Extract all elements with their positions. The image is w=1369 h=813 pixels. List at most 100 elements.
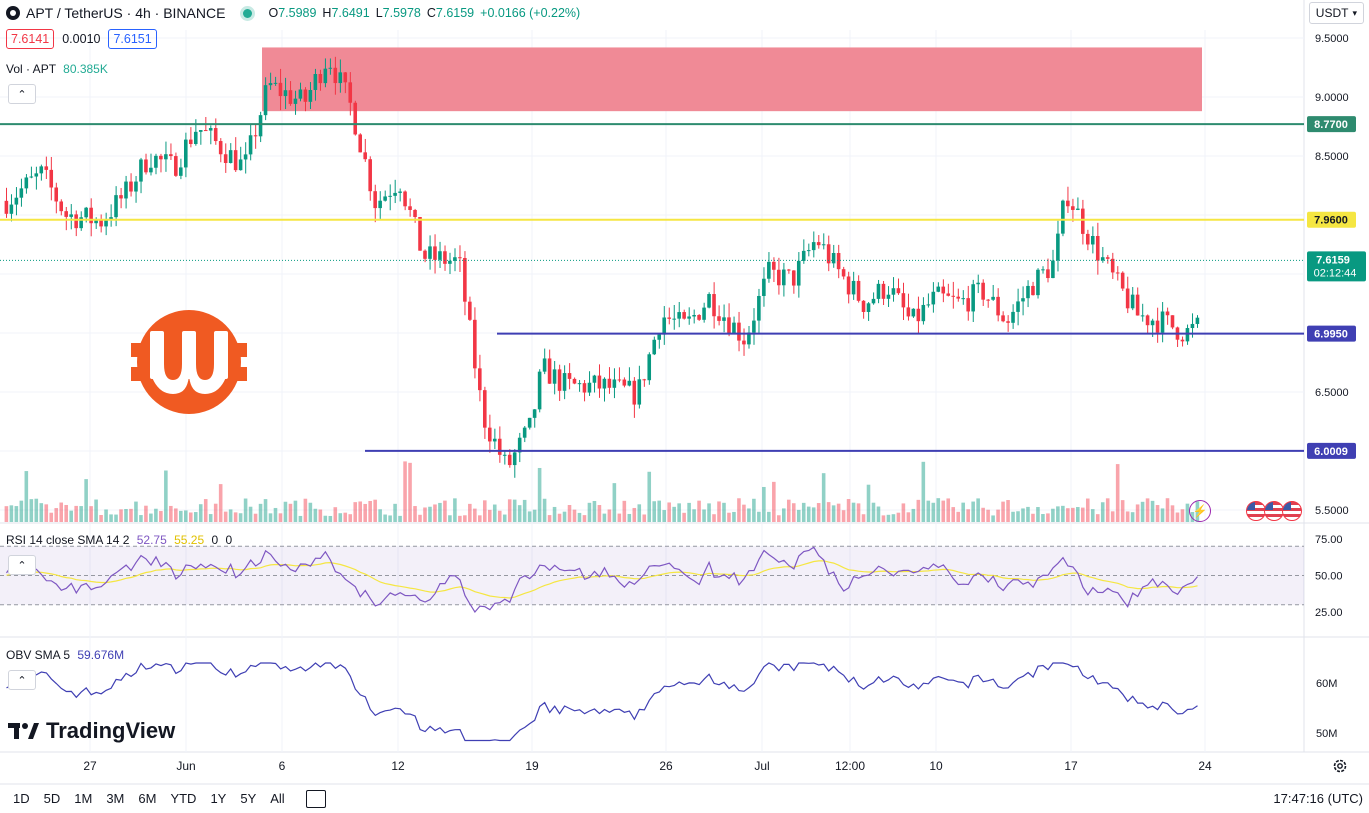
volume-bar — [203, 499, 208, 522]
volume-bar — [318, 509, 323, 522]
market-status-icon[interactable] — [243, 8, 253, 18]
candle-body — [532, 409, 537, 418]
volume-bar — [976, 498, 980, 522]
ohlc-value: 7.5978 — [382, 6, 421, 20]
calendar-icon[interactable] — [305, 789, 326, 808]
countdown-label: 02:12:44 — [1314, 267, 1357, 279]
collapse-rsi-button[interactable]: ⌃ — [8, 555, 36, 575]
ohlc-item: C7.6159 — [427, 6, 474, 20]
range-button-1m[interactable]: 1M — [74, 791, 93, 806]
rsi-y-tick-label: 50.00 — [1315, 571, 1343, 583]
volume-bar — [288, 503, 293, 522]
volume-bar — [378, 509, 382, 522]
candle-body — [826, 244, 831, 264]
volume-bar — [298, 515, 303, 522]
volume-bar — [1110, 511, 1115, 522]
volume-bar — [193, 512, 198, 522]
volume-bar — [1150, 500, 1155, 522]
candle-body — [59, 201, 63, 212]
range-button-1d[interactable]: 1D — [13, 791, 30, 806]
candle-body — [328, 67, 333, 69]
buy-price-box[interactable]: 7.6151 — [108, 29, 157, 49]
range-button-ytd[interactable]: YTD — [170, 791, 197, 806]
candle-body — [1036, 269, 1040, 296]
volume-bar — [981, 507, 985, 522]
volume-bar — [507, 499, 512, 522]
candle-body — [179, 167, 183, 176]
range-button-5y[interactable]: 5Y — [240, 791, 257, 806]
volume-bar — [1175, 512, 1180, 522]
sell-price-box[interactable]: 7.6141 — [6, 29, 55, 49]
volume-bar — [911, 508, 916, 522]
y-tick-label: 6.5000 — [1315, 387, 1349, 399]
gear-icon[interactable] — [1332, 758, 1348, 774]
candle-body — [398, 191, 402, 193]
volume-bar — [762, 486, 766, 522]
candle-body — [717, 316, 721, 321]
rsi-extra-2: 0 — [225, 533, 233, 547]
collapse-obv-button[interactable]: ⌃ — [8, 670, 36, 690]
volume-bar — [856, 503, 861, 522]
us-event-icon-3[interactable] — [1282, 501, 1302, 521]
candle-body — [747, 332, 751, 345]
volume-bar — [816, 503, 821, 522]
rsi-sma-line — [6, 560, 1198, 599]
volume-bar — [1185, 503, 1190, 522]
candle-body — [801, 250, 806, 261]
clock-time[interactable]: 17:47:16 (UTC) — [1273, 791, 1363, 806]
ohlc-values: O7.5989 H7.6491 L7.5978 C7.6159 +0.0166 (+0.… — [268, 6, 580, 20]
volume-bar — [39, 503, 44, 522]
candle-body — [821, 244, 826, 246]
volume-bar — [896, 512, 901, 522]
candle-body — [881, 283, 886, 299]
candle-body — [622, 379, 627, 386]
currency-selector[interactable]: USDT ▾ — [1308, 2, 1364, 24]
volume-bar — [94, 499, 98, 522]
candle-body — [1046, 269, 1050, 279]
ohlc-item: L7.5978 — [376, 6, 421, 20]
us-event-icon-1[interactable] — [1246, 501, 1266, 521]
candle-body — [1066, 200, 1070, 207]
candle-body — [323, 68, 328, 84]
candle-body — [1170, 315, 1175, 328]
volume-bar — [777, 515, 781, 522]
range-button-5d[interactable]: 5D — [43, 791, 61, 806]
volume-bar — [861, 514, 866, 522]
candle-body — [39, 166, 44, 174]
symbol-title[interactable]: APT / TetherUS · 4h · BINANCE — [26, 5, 226, 21]
volume-bar — [109, 514, 113, 522]
volume-legend: Vol · APT 80.385K — [6, 62, 108, 76]
candle-body — [333, 67, 338, 84]
collapse-legend-button[interactable]: ⌃ — [8, 84, 36, 104]
candle-body — [188, 139, 193, 145]
volume-bar — [453, 498, 457, 522]
volume-bar — [677, 503, 681, 522]
lightning-icon[interactable]: ⚡ — [1189, 500, 1211, 522]
candle-body — [1180, 339, 1185, 342]
volume-bar — [647, 471, 652, 522]
candle-body — [343, 72, 348, 83]
candle-body — [1190, 323, 1195, 329]
ohlc-value: +0.0166 (+0.22%) — [480, 6, 581, 20]
range-button-1y[interactable]: 1Y — [210, 791, 227, 806]
range-button-3m[interactable]: 3M — [106, 791, 125, 806]
volume-bar — [717, 501, 721, 522]
candle-body — [1085, 233, 1090, 245]
candle-body — [692, 315, 696, 317]
candle-body — [258, 115, 263, 137]
currency-label: USDT — [1315, 6, 1349, 20]
volume-bar — [1160, 508, 1165, 522]
us-event-icon-2[interactable] — [1264, 501, 1284, 521]
volume-bar — [617, 513, 622, 522]
candle-body — [248, 135, 253, 155]
range-button-6m[interactable]: 6M — [138, 791, 157, 806]
candle-body — [557, 369, 562, 391]
candle-body — [702, 307, 706, 320]
candle-body — [29, 176, 34, 178]
volume-bar — [169, 505, 173, 522]
candle-body — [672, 318, 676, 320]
volume-bar — [273, 507, 278, 522]
range-button-all[interactable]: All — [270, 791, 285, 806]
ohlc-value: 7.6159 — [435, 6, 475, 20]
